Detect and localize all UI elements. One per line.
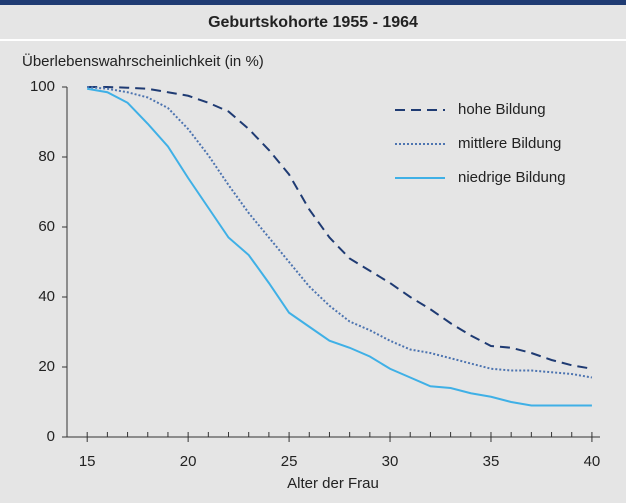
y-tick-label: 80	[38, 148, 55, 165]
x-tick-label: 25	[281, 453, 298, 470]
x-tick-label: 35	[483, 453, 500, 470]
x-tick-label: 40	[584, 453, 601, 470]
legend-label: niedrige Bildung	[458, 169, 566, 186]
x-tick-label: 15	[79, 453, 96, 470]
top-bar	[0, 0, 626, 5]
legend-label: mittlere Bildung	[458, 135, 561, 152]
x-tick-label: 30	[382, 453, 399, 470]
y-tick-label: 60	[38, 218, 55, 235]
line-series	[87, 86, 593, 370]
y-axis-label: Überlebenswahrscheinlichkeit (in %)	[22, 52, 264, 70]
y-tick-label: 100	[30, 78, 55, 95]
y-tick-label: 0	[47, 428, 55, 445]
legend-label: hohe Bildung	[458, 101, 546, 118]
x-axis-label: Alter der Frau	[287, 475, 379, 492]
line-series	[87, 87, 592, 407]
y-tick-label: 20	[38, 358, 55, 375]
x-tick-label: 20	[180, 453, 197, 470]
line-series	[87, 86, 593, 379]
y-tick-label: 40	[38, 288, 55, 305]
chart-title: Geburtskohorte 1955 - 1964	[208, 14, 418, 31]
